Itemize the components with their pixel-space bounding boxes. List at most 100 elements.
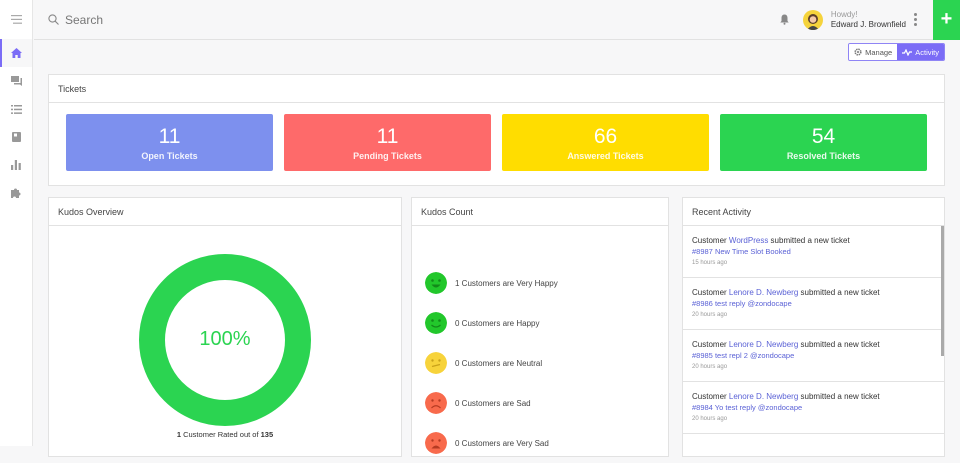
ticket-link[interactable]: #8984 Yo test reply @zondocape: [692, 403, 803, 412]
neutral-face-icon: [425, 352, 447, 374]
sidebar: [0, 0, 33, 446]
customer-link[interactable]: Lenore D. Newberg: [728, 392, 799, 401]
puzzle-icon: [11, 188, 21, 198]
activity-action: submitted a new ticket: [798, 392, 880, 401]
manage-button[interactable]: Manage: [849, 44, 898, 60]
menu-toggle-button[interactable]: [0, 0, 32, 39]
activity-pulse-icon: [902, 48, 913, 56]
kudos-overview-card: Kudos Overview 100% 1 Customer Rated out…: [48, 197, 402, 457]
kudos-percent: 100%: [199, 328, 251, 350]
pending-tickets-tile[interactable]: 11 Pending Tickets: [284, 114, 491, 171]
greeting-text: Howdy!: [830, 9, 858, 19]
recent-activity-title: Recent Activity: [683, 198, 944, 226]
activity-prefix: Customer: [692, 288, 729, 297]
activity-item: Customer WordPress submitted a new ticke…: [683, 226, 944, 278]
answered-tickets-label: Answered Tickets: [567, 150, 644, 161]
resolved-tickets-count: 54: [811, 124, 836, 148]
resolved-tickets-label: Resolved Tickets: [786, 150, 861, 161]
pending-tickets-label: Pending Tickets: [353, 150, 422, 161]
list-icon: [10, 104, 22, 114]
search-input[interactable]: Search: [65, 12, 104, 27]
recent-activity-card: Recent Activity Customer WordPress submi…: [682, 197, 945, 457]
bell-icon: [780, 14, 789, 25]
activity-time: 20 hours ago: [692, 364, 728, 370]
rated-text: Customer Rated out of: [181, 430, 261, 439]
book-icon: [11, 132, 21, 142]
top-bar: Search Howdy! Edward J. Brownfield +: [34, 0, 960, 40]
activity-action: submitted a new ticket: [798, 288, 880, 297]
kudos-row-text: 0 Customers are Happy: [455, 318, 540, 328]
sidebar-item-addons[interactable]: [0, 179, 32, 207]
user-name: Edward J. Brownfield: [830, 19, 906, 29]
sidebar-item-list[interactable]: [0, 95, 32, 123]
sidebar-item-home[interactable]: [0, 39, 32, 67]
sidebar-item-reports[interactable]: [0, 151, 32, 179]
search-icon: [48, 14, 59, 25]
customer-link[interactable]: Lenore D. Newberg: [728, 288, 799, 297]
kudos-row-text: 0 Customers are Very Sad: [455, 438, 549, 448]
avatar[interactable]: [802, 9, 823, 30]
very-happy-face-icon: [425, 272, 447, 294]
tickets-card: Tickets 11 Open Tickets 11 Pending Ticke…: [48, 74, 945, 186]
sad-face-icon: [425, 392, 447, 414]
open-tickets-label: Open Tickets: [141, 150, 198, 161]
answered-tickets-tile[interactable]: 66 Answered Tickets: [502, 114, 709, 171]
open-tickets-tile[interactable]: 11 Open Tickets: [66, 114, 273, 171]
kudos-count-title: Kudos Count: [412, 198, 668, 226]
kudos-row-text: 0 Customers are Sad: [455, 398, 531, 408]
gear-icon: [854, 48, 862, 56]
customer-link[interactable]: WordPress: [728, 236, 769, 245]
ticket-link[interactable]: #8986 test reply @zondocape: [692, 299, 792, 308]
pending-tickets-count: 11: [376, 124, 399, 148]
resolved-tickets-tile[interactable]: 54 Resolved Tickets: [720, 114, 927, 171]
very-sad-face-icon: [425, 432, 447, 454]
add-new-button[interactable]: +: [933, 0, 960, 40]
kudos-row-text: 0 Customers are Neutral: [455, 358, 543, 368]
more-options-icon[interactable]: [914, 13, 917, 26]
view-toggle: Manage Activity: [848, 43, 945, 61]
activity-item: Customer Lenore D. Newberg submitted a n…: [683, 330, 944, 382]
activity-prefix: Customer: [692, 236, 729, 245]
search-bar[interactable]: Search: [48, 13, 103, 27]
kudos-row-very-sad: 0 Customers are Very Sad: [412, 423, 668, 463]
kudos-row-neutral: 0 Customers are Neutral: [412, 343, 668, 383]
manage-label: Manage: [865, 47, 893, 57]
activity-item: Customer Lenore D. Newberg submitted a n…: [683, 278, 944, 330]
customer-link[interactable]: Lenore D. Newberg: [728, 340, 799, 349]
activity-prefix: Customer: [692, 340, 729, 349]
activity-action: submitted a new ticket: [768, 236, 850, 245]
notifications-button[interactable]: [780, 14, 789, 25]
rated-summary: 1 Customer Rated out of 135: [49, 430, 401, 439]
kudos-row-text: 1 Customers are Very Happy: [455, 278, 558, 288]
chat-icon: [10, 76, 22, 86]
kudos-count-card: Kudos Count 1 Customers are Very Happy 0…: [411, 197, 669, 457]
activity-list: Customer WordPress submitted a new ticke…: [683, 226, 944, 458]
activity-label: Activity: [915, 47, 939, 57]
sidebar-item-knowledge-base[interactable]: [0, 123, 32, 151]
happy-face-icon: [425, 312, 447, 334]
kudos-donut-chart: 100%: [139, 254, 311, 426]
kudos-overview-title: Kudos Overview: [49, 198, 401, 226]
answered-tickets-count: 66: [593, 124, 618, 148]
activity-button[interactable]: Activity: [897, 44, 944, 60]
activity-time: 20 hours ago: [692, 416, 728, 422]
rated-count: 1: [176, 430, 182, 439]
user-menu[interactable]: Howdy! Edward J. Brownfield: [831, 10, 906, 30]
open-tickets-count: 11: [158, 124, 181, 148]
tickets-title: Tickets: [49, 75, 944, 103]
ticket-link[interactable]: #8987 New Time Slot Booked: [692, 247, 791, 256]
sidebar-item-conversations[interactable]: [0, 67, 32, 95]
activity-prefix: Customer: [692, 392, 729, 401]
activity-time: 20 hours ago: [692, 312, 728, 318]
ticket-link[interactable]: #8985 test repl 2 @zondocape: [692, 351, 795, 360]
activity-action: submitted a new ticket: [798, 340, 880, 349]
home-icon: [10, 48, 22, 58]
kudos-row-happy: 0 Customers are Happy: [412, 303, 668, 343]
user-avatar-icon: [806, 13, 819, 30]
bar-chart-icon: [11, 160, 21, 170]
activity-scrollbar[interactable]: [941, 226, 944, 356]
activity-item: Customer Lenore D. Newberg submitted a n…: [683, 382, 944, 434]
activity-time: 15 hours ago: [692, 260, 728, 266]
kudos-row-sad: 0 Customers are Sad: [412, 383, 668, 423]
kudos-row-very-happy: 1 Customers are Very Happy: [412, 263, 668, 303]
